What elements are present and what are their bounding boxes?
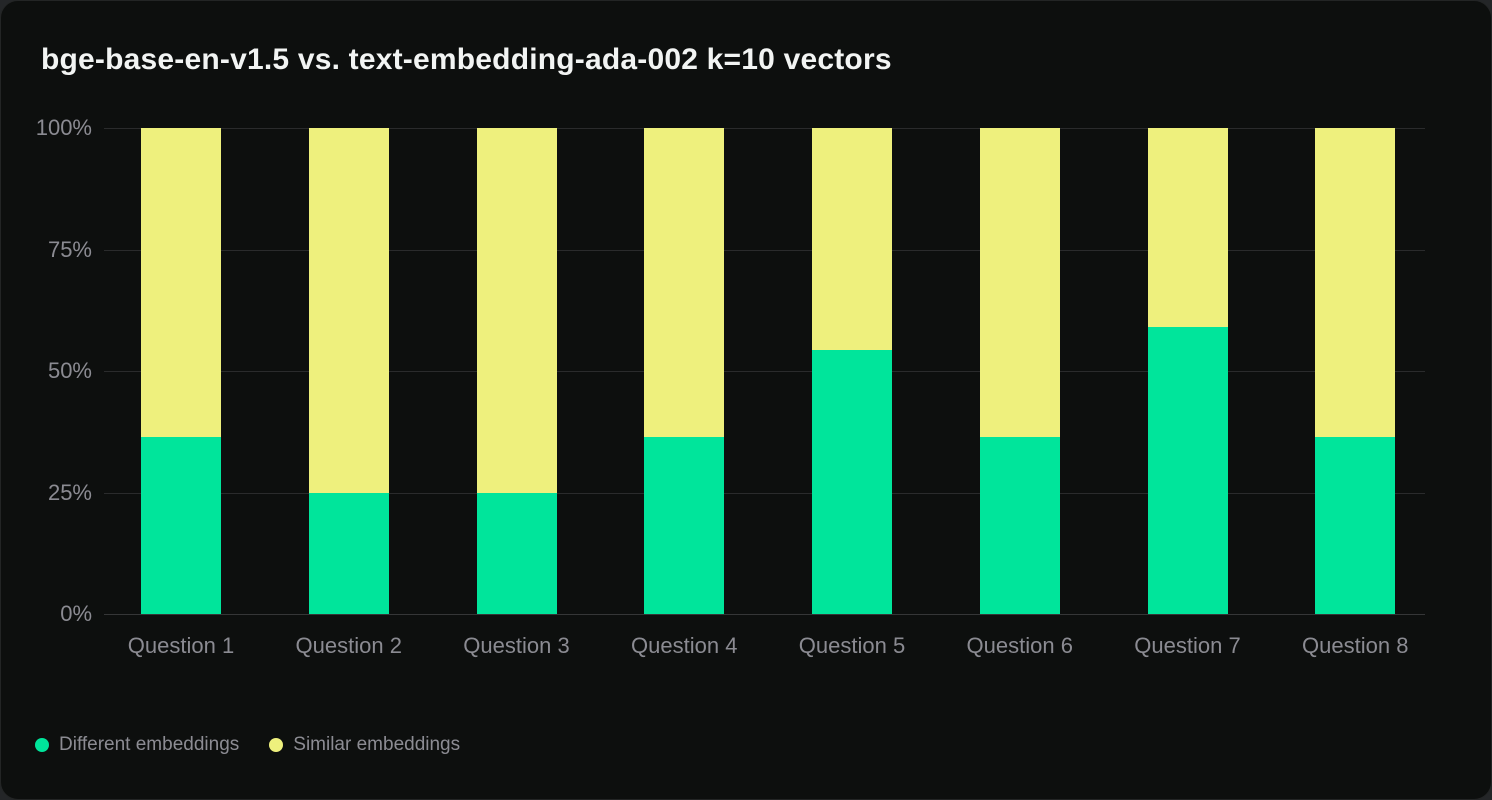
bar-segment-different-q5 [812,349,892,614]
y-axis: 0% 25% 50% 75% 100% [1,115,92,626]
legend-label: Different embeddings [59,734,240,755]
legend-label: Similar embeddings [293,734,461,755]
bar-segment-different-q6 [979,437,1060,614]
legend-dot-different-icon [35,738,49,752]
bar-question-8 [1315,128,1396,614]
bar-segment-similar-q7 [1147,128,1228,328]
x-axis-label-question-5: Question 5 [798,633,906,658]
bar-segment-different-q4 [644,437,725,614]
bar-question-5 [812,128,892,614]
bar-segment-similar-q4 [644,128,725,438]
y-tick-label-100: 100% [35,115,92,140]
x-axis-label-question-1: Question 1 [127,633,235,658]
y-tick-label-25: 25% [47,479,92,505]
x-axis-label-question-2: Question 2 [295,633,402,658]
bar-segment-different-q8 [1315,437,1396,614]
y-tick-label-50: 50% [47,358,92,383]
chart-title: bge-base-en-v1.5 vs. text-embedding-ada-… [41,43,892,76]
bar-question-3 [476,128,557,614]
gridline-0 [104,614,1425,615]
bar-segment-similar-q5 [812,128,892,350]
y-tick-label-0: 0% [60,601,92,626]
gridline-50 [104,371,1425,372]
gridline-100 [104,128,1425,129]
bar-question-1 [141,128,221,614]
bar-segment-different-q3 [476,492,557,614]
bar-segment-similar-q3 [476,128,557,493]
bar-question-6 [979,128,1060,614]
gridline-75 [104,249,1425,251]
plot-area [104,128,1425,615]
x-axis-label-question-7: Question 7 [1134,633,1241,658]
bar-question-4 [644,128,725,614]
bar-question-2 [308,128,389,614]
bar-segment-similar-q1 [141,128,221,438]
gridline-25 [104,492,1425,494]
bar-segment-different-q1 [141,437,221,614]
x-axis-label-question-6: Question 6 [966,633,1073,658]
legend-dot-similar-icon [269,738,284,752]
x-axis-label-question-4: Question 4 [631,633,738,658]
legend-item-similar-embeddings: Similar embeddings [269,734,460,756]
bar-question-7 [1147,128,1228,614]
x-axis-label-question-3: Question 3 [463,633,570,658]
bar-segment-similar-q8 [1315,128,1396,438]
bar-segment-similar-q2 [308,128,389,493]
bar-segment-similar-q6 [979,128,1060,438]
legend-item-different-embeddings: Different embeddings [35,734,239,756]
bar-segment-different-q2 [308,492,389,614]
x-axis: Question 1 Question 2 Question 3 Question 4… [104,633,1425,663]
legend: Different embeddings Similar embeddings [35,734,460,756]
bar-segment-different-q7 [1147,327,1228,614]
y-tick-label-75: 75% [47,236,92,262]
x-axis-label-question-8: Question 8 [1302,633,1409,658]
